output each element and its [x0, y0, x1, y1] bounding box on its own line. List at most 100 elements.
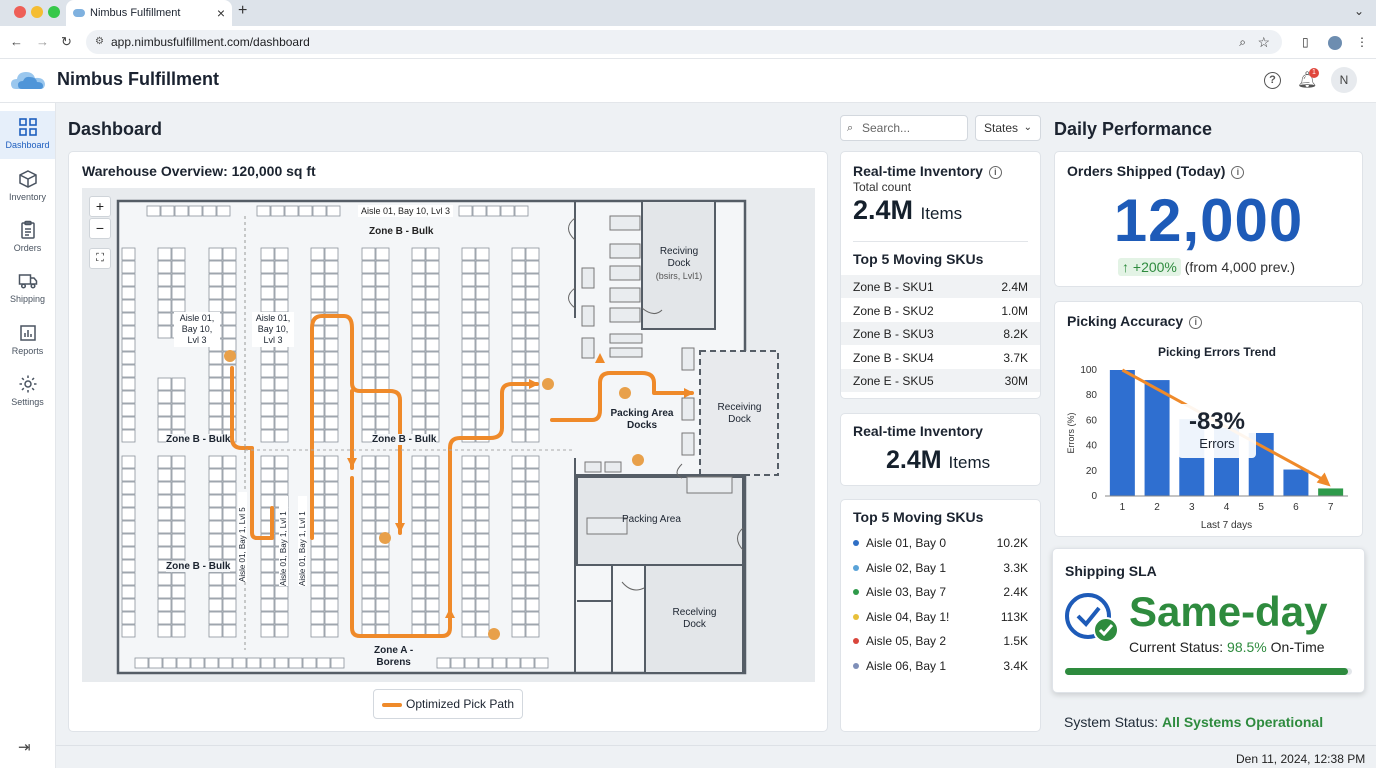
bookmark-star-icon[interactable]: ☆	[1257, 34, 1270, 50]
inventory-card-compact	[840, 413, 1041, 486]
sku-row[interactable]: Zone B - SKU1 2.4M	[841, 275, 1040, 298]
chart-bar[interactable]	[1283, 469, 1309, 496]
moving-sku-row[interactable]: Aisle 06, Bay 1 3.4K	[841, 656, 1040, 678]
rack-cell	[475, 468, 490, 482]
forward-icon[interactable]: →	[36, 34, 49, 49]
pick-path-legend-icon	[382, 703, 402, 707]
new-tab-icon[interactable]: +	[238, 2, 248, 19]
states-dropdown[interactable]: States ⌄	[975, 115, 1041, 141]
sku-row[interactable]: Zone B - SKU2 1.0M	[841, 298, 1040, 322]
rack-cell	[375, 507, 390, 521]
sidebar-item-inventory[interactable]: Inventory	[0, 163, 55, 211]
rack-cell	[208, 299, 223, 313]
browser-tab[interactable]: Nimbus Fulfillment ×	[66, 0, 232, 26]
rack-cell	[411, 416, 426, 430]
sku-row[interactable]: Zone E - SKU5 30M	[841, 369, 1040, 392]
rack-cell	[274, 299, 289, 313]
rack-cell	[222, 468, 237, 482]
rack-cell	[121, 416, 136, 430]
sidebar-item-orders[interactable]: Orders	[0, 214, 55, 262]
rack-cell	[157, 585, 172, 599]
x-tick-label: 7	[1328, 502, 1334, 513]
moving-sku-row[interactable]: Aisle 03, Bay 7 2.4K	[841, 582, 1040, 604]
rack-cell	[324, 273, 339, 287]
rack-cell	[425, 338, 440, 352]
moving-sku-row[interactable]: Aisle 05, Bay 2 1.5K	[841, 631, 1040, 653]
fullscreen-button[interactable]: ⛶	[89, 248, 111, 269]
tab-search-chevron-icon[interactable]: ⌄	[1353, 4, 1364, 18]
x-tick-label: 6	[1293, 502, 1299, 513]
tab-close-icon[interactable]: ×	[216, 5, 225, 21]
help-icon[interactable]: ?	[1264, 72, 1281, 89]
accuracy-callout-label: Errors	[1199, 436, 1235, 451]
rack-cell	[475, 286, 490, 300]
browser-profile-icon[interactable]	[1328, 36, 1342, 50]
zoom-icon[interactable]: ⌕	[1239, 35, 1246, 49]
info-icon[interactable]: i	[988, 166, 1002, 179]
rack-cell	[461, 286, 476, 300]
rack-cell	[525, 611, 540, 625]
info-icon[interactable]: i	[1231, 166, 1245, 179]
sidepanel-icon[interactable]: ▯	[1302, 35, 1309, 49]
daily-performance-title: Daily Performance	[1054, 119, 1213, 139]
window-minimize-button[interactable]	[31, 6, 43, 18]
sidebar-item-dashboard[interactable]: Dashboard	[0, 111, 55, 159]
rack-cell	[411, 377, 426, 391]
rack-cell	[361, 611, 376, 625]
rack-cell	[511, 546, 526, 560]
rack-cell	[475, 494, 490, 508]
logout-icon[interactable]: ⇥	[18, 739, 31, 756]
back-icon[interactable]: ←	[10, 34, 23, 49]
window-close-button[interactable]	[14, 6, 26, 18]
warehouse-map[interactable]: Aisle 01, Bay 10, Lvl 3 Zone B - Bulk Ai…	[82, 188, 815, 682]
avatar[interactable]: N	[1331, 67, 1357, 93]
rack-cell	[260, 429, 275, 443]
rack-cell	[525, 390, 540, 404]
chart-bar[interactable]	[1318, 488, 1344, 496]
sla-status-suffix: On-Time	[1270, 639, 1325, 655]
reload-icon[interactable]: ↻	[61, 34, 72, 49]
site-settings-icon[interactable]: ⚙	[95, 36, 104, 47]
url-field[interactable]: ⚙ app.nimbusfulfillment.com/dashboard ⌕ …	[86, 30, 1282, 54]
map-label-reciving-line: Reciving	[659, 246, 699, 257]
sidebar-item-reports[interactable]: Reports	[0, 317, 55, 365]
orders-change-note: (from 4,000 prev.)	[1184, 259, 1295, 275]
rack-cell	[511, 429, 526, 443]
map-label-recelving-line: Dock	[683, 619, 706, 630]
rack-cell	[425, 559, 440, 573]
sidebar-item-settings[interactable]: Settings	[0, 368, 55, 416]
zoom-out-button[interactable]: −	[89, 218, 111, 239]
moving-sku-row[interactable]: Aisle 01, Bay 0 10.2K	[841, 533, 1040, 555]
moving-sku-row[interactable]: Aisle 02, Bay 1 3.3K	[841, 558, 1040, 580]
rack-cell	[121, 351, 136, 365]
chart-bar[interactable]	[1144, 380, 1170, 496]
info-icon[interactable]: i	[1189, 316, 1203, 329]
sku-row[interactable]: Zone B - SKU3 8.2K	[841, 322, 1040, 345]
series-dot-icon	[853, 540, 859, 546]
sidebar: Dashboard Inventory Orders Shipping Repo…	[0, 103, 56, 768]
rack-cell	[425, 299, 440, 313]
moving-sku-row[interactable]: Aisle 04, Bay 1! 113K	[841, 607, 1040, 629]
rack-cell	[310, 260, 325, 274]
app-header: Nimbus Fulfillment ? 🔔︎ 1 N	[0, 59, 1376, 103]
rack-cell	[425, 572, 440, 586]
rack-cell	[222, 364, 237, 378]
zoom-in-button[interactable]: +	[89, 196, 111, 217]
chart-bar[interactable]	[1109, 370, 1135, 496]
rack-cell	[146, 205, 161, 217]
rack-cell	[525, 585, 540, 599]
map-label-zone-a: Zone A - Borens	[374, 645, 414, 669]
window-maximize-button[interactable]	[48, 6, 60, 18]
sidebar-item-shipping[interactable]: Shipping	[0, 265, 55, 313]
rack-cell	[121, 611, 136, 625]
search-input[interactable]: ⌕ Search...	[840, 115, 968, 141]
rack-cell	[511, 390, 526, 404]
rack-cell	[525, 351, 540, 365]
orders-value: 12,000	[1113, 187, 1304, 254]
rack-cell	[274, 390, 289, 404]
sku-row[interactable]: Zone B - SKU4 3.7K	[841, 345, 1040, 369]
rack-cell	[171, 390, 186, 404]
browser-menu-icon[interactable]: ⋮	[1356, 35, 1368, 49]
rack-cell	[425, 481, 440, 495]
rack-cell	[157, 572, 172, 586]
